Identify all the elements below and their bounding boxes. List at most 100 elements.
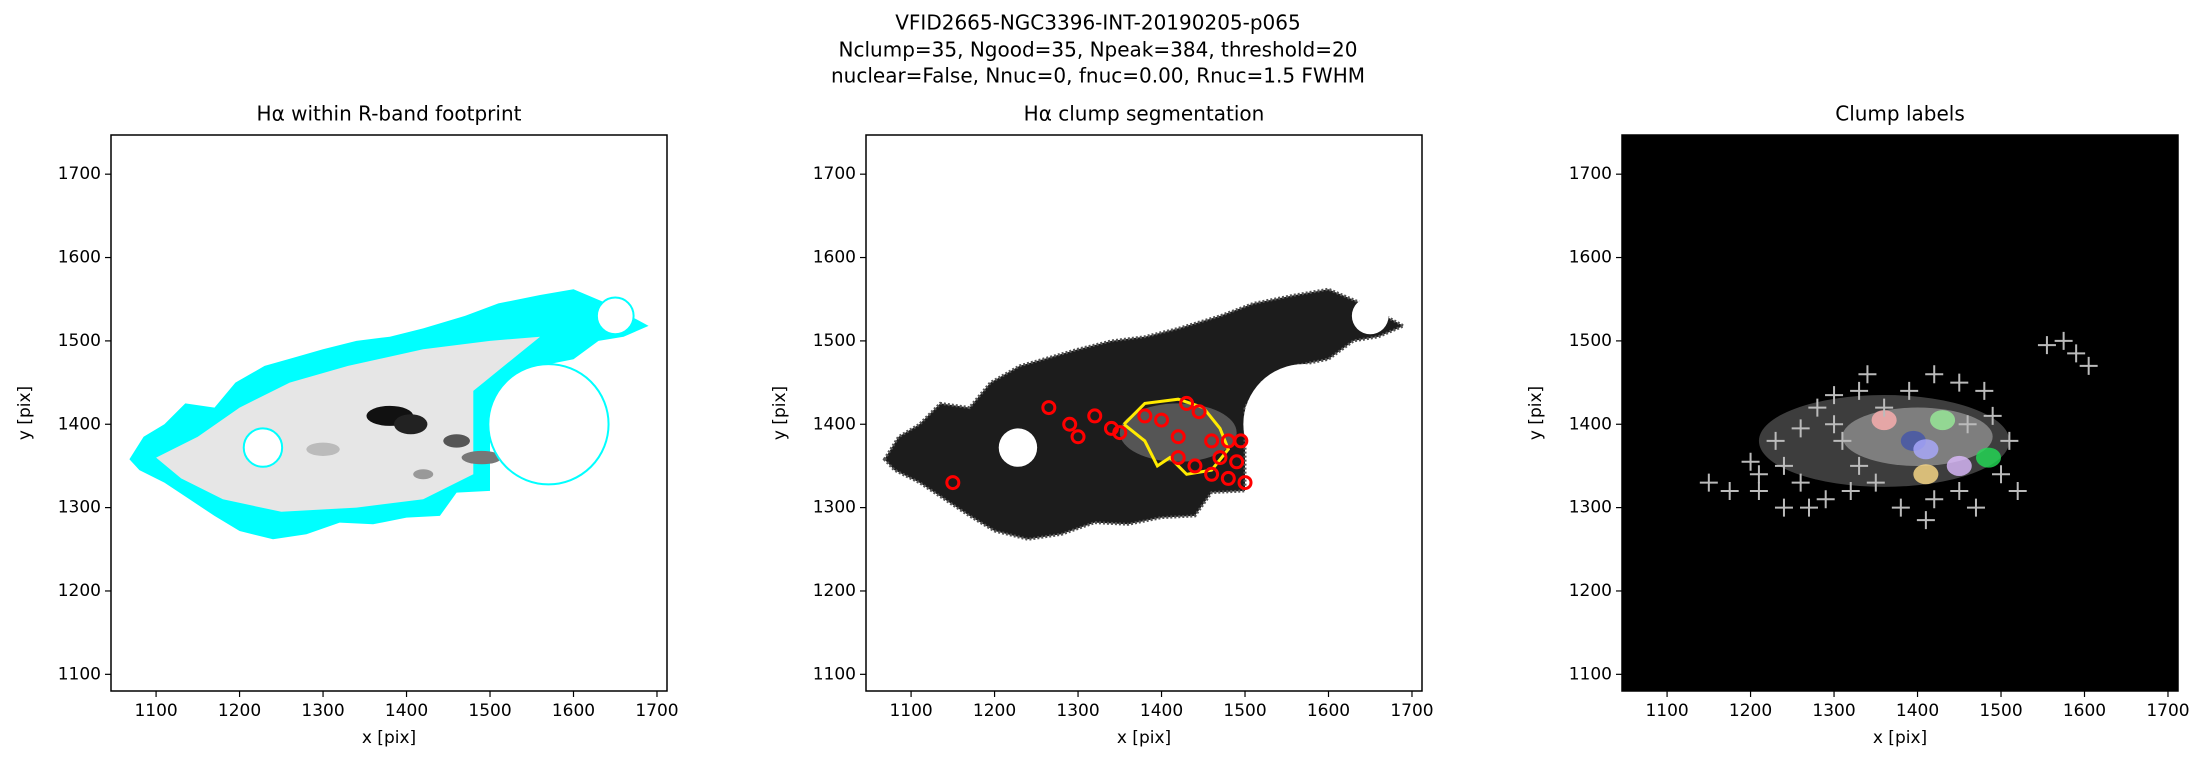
x-tick-label: 1600	[1307, 701, 1350, 721]
y-tick-label: 1700	[1569, 164, 1612, 184]
peak-marker	[1950, 481, 1969, 500]
mask-hole	[998, 428, 1038, 467]
peak-marker	[1825, 386, 1844, 405]
y-tick-label: 1500	[58, 331, 101, 351]
peak-marker	[1749, 481, 1768, 500]
x-tick-label: 1300	[1056, 701, 1099, 721]
clump-marker	[1220, 470, 1236, 486]
peak-marker	[1774, 498, 1793, 517]
emission-blob	[394, 414, 428, 435]
emission-blob	[413, 469, 434, 480]
axes-title: Hα clump segmentation	[1024, 102, 1265, 126]
peak-marker	[2079, 356, 2098, 375]
x-tick-label: 1500	[468, 701, 511, 721]
x-tick-label: 1400	[1140, 701, 1183, 721]
x-axis-label: x [pix]	[1117, 728, 1171, 748]
clump-marker	[1087, 408, 1103, 424]
clump-marker	[1170, 450, 1186, 466]
peak-marker	[1875, 398, 1894, 417]
x-tick-label: 1100	[134, 701, 177, 721]
clump-label	[1913, 439, 1939, 460]
clump-marker	[1204, 466, 1220, 482]
peak-marker	[1825, 415, 1844, 434]
mask-hole	[242, 427, 284, 468]
peak-marker	[1850, 456, 1869, 475]
y-axis-label: y [pix]	[770, 386, 790, 440]
clump-marker	[1233, 433, 1249, 449]
peak-marker	[2054, 331, 2073, 350]
peak-marker	[1766, 431, 1785, 450]
peak-marker	[1916, 511, 1935, 530]
x-tick-label: 1600	[2063, 701, 2106, 721]
clump-label	[1871, 410, 1897, 431]
clump-marker	[1179, 395, 1195, 411]
x-tick-label: 1200	[218, 701, 261, 721]
emission-blob	[443, 434, 470, 448]
clump-marker	[1187, 458, 1203, 474]
emission-blob	[306, 442, 340, 456]
y-tick-label: 1300	[813, 498, 856, 518]
image	[882, 287, 1408, 541]
peak-marker	[1699, 473, 1718, 492]
peak-marker	[1983, 406, 2002, 425]
x-axis-label: x [pix]	[362, 728, 416, 748]
y-tick-label: 1300	[58, 498, 101, 518]
peak-marker	[1966, 498, 1985, 517]
peak-marker	[1800, 498, 1818, 517]
x-tick-label: 1600	[552, 701, 595, 721]
clump-marker	[1170, 429, 1186, 445]
clump-marker	[1070, 429, 1086, 445]
peak-marker	[1850, 381, 1869, 400]
y-tick-label: 1400	[1569, 414, 1612, 434]
axes-frame	[1621, 134, 2179, 692]
clump-marker	[1237, 475, 1253, 491]
y-tick-label: 1600	[1569, 248, 1612, 268]
peak-marker	[1791, 473, 1810, 492]
clump-marker	[1137, 408, 1153, 424]
y-tick-label: 1600	[58, 248, 101, 268]
peak-marker	[1891, 498, 1910, 517]
image	[129, 289, 649, 540]
y-tick-label: 1400	[58, 414, 101, 434]
clump-marker	[1229, 454, 1245, 470]
peak-marker	[1950, 373, 1969, 392]
clump-marker	[1062, 416, 1078, 432]
y-tick-label: 1200	[813, 581, 856, 601]
peak-marker	[1808, 398, 1827, 417]
peak-marker	[1975, 381, 1994, 400]
y-tick-label: 1100	[1569, 664, 1612, 684]
clump-label	[1975, 447, 2002, 468]
peak-marker	[1958, 415, 1977, 434]
clump-marker	[1041, 400, 1057, 416]
clump-label	[1913, 464, 1939, 485]
clump-marker	[945, 475, 961, 491]
peak-marker	[1858, 365, 1877, 384]
y-tick-label: 1100	[58, 664, 101, 684]
x-tick-label: 1300	[1812, 701, 1855, 721]
peak-marker	[1741, 452, 1760, 471]
clump-marker	[1191, 404, 1207, 420]
x-tick-label: 1700	[1390, 701, 1433, 721]
peak-marker	[2008, 481, 2027, 500]
y-tick-label: 1400	[813, 414, 856, 434]
mask-hole	[1243, 364, 1364, 485]
y-tick-label: 1500	[813, 331, 856, 351]
x-tick-label: 1700	[2146, 701, 2189, 721]
clump-marker	[1212, 450, 1228, 466]
peak-marker	[1925, 490, 1944, 509]
suptitle: VFID2665-NGC3396-INT-20190205-p065	[895, 11, 1300, 35]
halpha-image	[156, 336, 541, 512]
x-tick-label: 1100	[1645, 701, 1688, 721]
y-axis-label: y [pix]	[1526, 386, 1546, 440]
y-tick-label: 1100	[813, 664, 856, 684]
peak-marker	[1749, 465, 1768, 484]
peak-marker	[1791, 419, 1810, 438]
peak-marker	[1866, 473, 1885, 492]
image	[1699, 331, 2098, 530]
mask-hole	[487, 363, 610, 486]
peak-marker	[1900, 381, 1919, 400]
y-tick-label: 1600	[813, 248, 856, 268]
axes-title: Hα within R-band footprint	[257, 102, 522, 126]
peak-marker	[2037, 336, 2056, 355]
y-tick-label: 1700	[58, 164, 101, 184]
